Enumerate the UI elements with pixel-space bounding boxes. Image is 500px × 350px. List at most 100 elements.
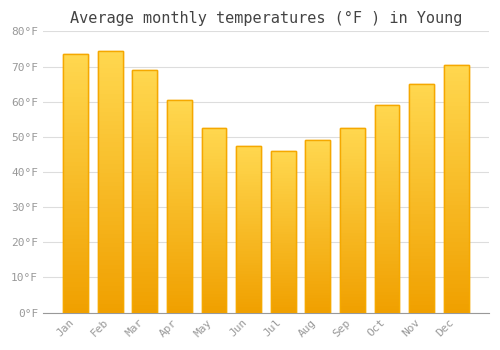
Bar [374,136,400,140]
Bar [98,300,122,304]
Bar [374,167,400,171]
Bar [444,304,468,308]
Bar [202,220,226,223]
Bar [444,122,468,127]
Bar [98,60,122,64]
Bar [444,114,468,119]
Bar [374,147,400,150]
Bar [271,245,295,248]
Bar [63,132,88,136]
Bar [374,195,400,198]
Bar [98,90,122,94]
Bar [374,112,400,116]
Bar [374,105,400,313]
Bar [340,165,365,168]
Bar [444,205,468,209]
Bar [374,302,400,306]
Bar [374,130,400,133]
Bar [236,184,261,188]
Bar [340,171,365,174]
Bar [409,237,434,240]
Bar [236,204,261,207]
Bar [236,301,261,304]
Bar [306,270,330,272]
Bar [409,301,434,305]
Bar [409,298,434,301]
Bar [271,199,295,202]
Bar [374,223,400,226]
Bar [340,190,365,193]
Bar [306,140,330,313]
Bar [271,213,295,216]
Bar [63,67,88,71]
Bar [444,85,468,90]
Bar [306,275,330,278]
Bar [409,290,434,294]
Bar [271,302,295,304]
Bar [236,165,261,168]
Bar [63,308,88,313]
Bar [63,162,88,166]
Bar [236,160,261,162]
Bar [409,160,434,164]
Bar [374,105,400,313]
Bar [202,276,226,279]
Bar [306,169,330,172]
Bar [98,164,122,169]
Bar [132,131,158,135]
Bar [63,287,88,291]
Bar [236,157,261,160]
Bar [409,96,434,99]
Bar [236,196,261,198]
Bar [167,132,192,135]
Bar [167,263,192,267]
Bar [271,178,295,181]
Bar [236,174,261,176]
Bar [409,240,434,244]
Bar [202,242,226,245]
Bar [98,112,122,116]
Bar [98,260,122,265]
Bar [98,278,122,282]
Bar [340,180,365,183]
Bar [132,143,158,147]
Bar [98,55,122,60]
Bar [236,207,261,210]
Bar [340,233,365,236]
Bar [409,229,434,233]
Bar [409,92,434,96]
Bar [409,271,434,274]
Bar [132,301,158,304]
Bar [236,162,261,165]
Bar [444,65,468,313]
Bar [167,196,192,199]
Bar [167,252,192,256]
Bar [340,236,365,239]
Bar [306,301,330,304]
Bar [409,214,434,217]
Bar [374,188,400,192]
Bar [63,257,88,261]
Bar [63,188,88,192]
Bar [63,140,88,145]
Bar [306,206,330,209]
Bar [132,147,158,151]
Bar [63,63,88,67]
Bar [409,309,434,313]
Bar [374,250,400,254]
Bar [202,202,226,205]
Bar [444,77,468,81]
Bar [236,179,261,182]
Bar [374,181,400,185]
Bar [374,219,400,223]
Bar [306,189,330,192]
Bar [98,99,122,103]
Bar [202,183,226,187]
Bar [236,218,261,221]
Bar [167,274,192,277]
Bar [236,146,261,148]
Bar [271,256,295,259]
Bar [409,164,434,168]
Bar [132,292,158,296]
Bar [271,299,295,302]
